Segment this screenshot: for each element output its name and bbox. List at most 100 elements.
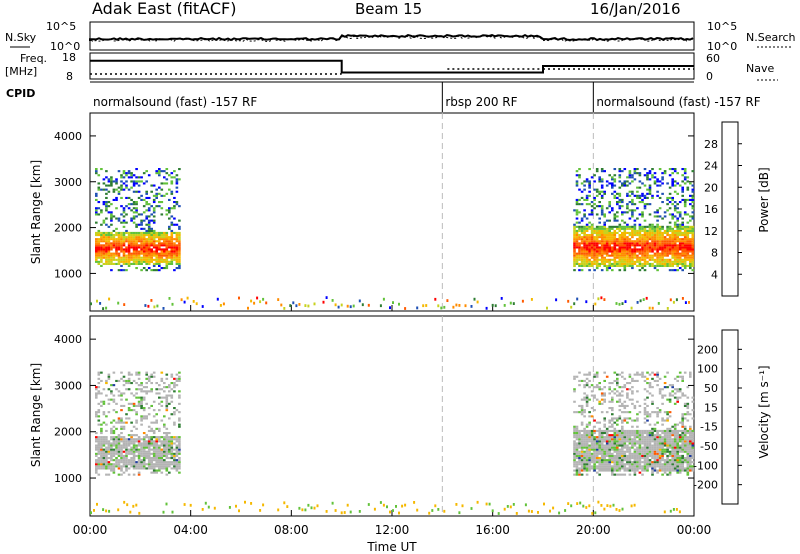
echo-cell xyxy=(122,219,126,222)
echo-cell xyxy=(626,207,629,210)
echo-cell xyxy=(140,396,143,399)
echo-cell xyxy=(641,438,644,441)
echo-cell xyxy=(163,194,166,197)
echo-cell xyxy=(165,236,169,239)
echo-cell xyxy=(590,415,594,418)
echo-cell xyxy=(605,267,609,270)
echo-cell xyxy=(107,446,111,449)
echo-cell xyxy=(152,240,156,243)
echo-cell xyxy=(175,440,179,443)
echo-cell xyxy=(130,186,133,189)
echo-cell xyxy=(658,454,662,457)
echo-cell xyxy=(653,227,657,230)
echo-cell xyxy=(580,461,584,464)
echo-cell xyxy=(97,186,101,189)
echo-cell xyxy=(163,446,166,449)
echo-cell xyxy=(646,469,649,472)
echo-cell xyxy=(147,425,151,428)
echo-cell xyxy=(160,467,164,470)
echo-cell xyxy=(681,432,684,435)
echo-cell xyxy=(666,307,669,310)
echo-cell xyxy=(641,434,644,437)
echo-cell xyxy=(621,375,624,378)
echo-cell xyxy=(608,260,611,263)
echo-cell xyxy=(686,411,690,414)
echo-cell xyxy=(648,236,652,239)
echo-cell xyxy=(150,236,153,239)
echo-cell xyxy=(102,246,106,249)
echo-cell xyxy=(621,234,624,237)
echo-cell xyxy=(658,409,662,412)
echo-cell xyxy=(651,429,654,432)
echo-cell xyxy=(666,442,669,445)
echo-cell xyxy=(656,469,659,472)
echo-cell xyxy=(105,258,108,261)
echo-cell xyxy=(583,436,586,439)
echo-cell xyxy=(160,419,164,422)
echo-cell xyxy=(613,196,617,199)
echo-cell xyxy=(618,168,622,171)
echo-cell xyxy=(616,459,619,462)
echo-cell xyxy=(117,242,121,245)
echo-cell xyxy=(638,471,642,474)
echo-cell xyxy=(600,256,604,259)
echo-cell xyxy=(102,188,106,191)
echo-cell xyxy=(691,440,695,443)
echo-cell xyxy=(646,174,649,177)
echo-cell xyxy=(638,229,642,232)
echo-cell xyxy=(580,423,584,426)
echo-cell xyxy=(671,229,674,232)
echo-cell xyxy=(580,450,584,453)
echo-cell xyxy=(168,450,171,453)
echo-cell xyxy=(130,438,133,441)
echo-cell xyxy=(107,448,111,451)
echo-cell xyxy=(691,409,695,412)
echo-cell xyxy=(689,256,692,259)
echo-cell xyxy=(107,473,111,476)
echo-cell xyxy=(160,236,164,239)
echo-cell xyxy=(178,379,181,382)
echo-cell xyxy=(590,205,594,208)
echo-cell xyxy=(593,438,596,441)
echo-cell xyxy=(598,250,601,253)
echo-cell xyxy=(673,469,677,472)
echo-cell xyxy=(150,213,153,216)
echo-cell xyxy=(643,417,647,420)
echo-cell xyxy=(613,262,617,265)
echo-cell xyxy=(110,246,113,249)
echo-cell xyxy=(105,184,108,187)
echo-cell xyxy=(95,432,98,435)
echo-cell xyxy=(623,442,627,445)
echo-cell xyxy=(588,436,591,439)
echo-cell xyxy=(583,264,586,267)
echo-cell xyxy=(611,425,614,428)
echo-cell xyxy=(631,461,634,464)
echo-cell xyxy=(681,377,684,380)
echo-cell xyxy=(691,225,695,228)
echo-cell xyxy=(623,463,627,466)
echo-cell xyxy=(108,509,111,513)
echo-cell xyxy=(661,225,664,228)
echo-cell xyxy=(140,384,143,387)
echo-cell xyxy=(175,409,179,412)
echo-cell xyxy=(583,461,586,464)
echo-cell xyxy=(668,244,672,247)
echo-cell xyxy=(95,392,98,395)
echo-cell xyxy=(638,194,642,197)
echo-cell xyxy=(590,444,594,447)
echo-cell xyxy=(100,240,103,243)
echo-cell xyxy=(628,469,632,472)
echo-cell xyxy=(658,256,662,259)
echo-cell xyxy=(618,174,622,177)
echo-cell xyxy=(127,442,131,445)
echo-cell xyxy=(671,260,674,263)
echo-cell xyxy=(178,252,181,255)
echo-cell xyxy=(580,454,584,457)
echo-cell xyxy=(636,465,639,468)
echo-cell xyxy=(613,260,617,263)
echo-cell xyxy=(603,386,606,389)
echo-cell xyxy=(648,203,652,206)
echo-cell xyxy=(140,234,143,237)
echo-cell xyxy=(575,225,579,228)
echo-cell xyxy=(580,260,584,263)
